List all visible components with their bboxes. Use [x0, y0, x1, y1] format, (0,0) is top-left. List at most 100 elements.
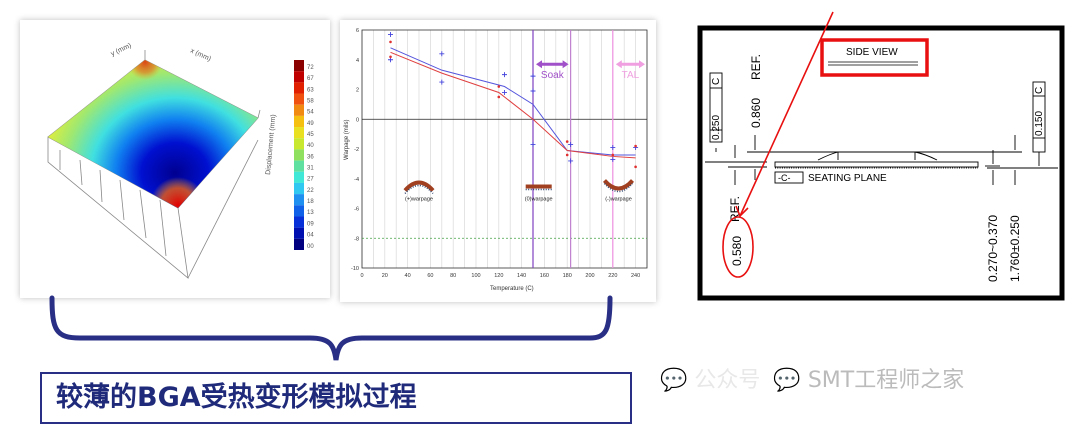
y-tick-label: 0 — [356, 117, 359, 123]
warpage-annotation: (-)warpage — [605, 197, 632, 203]
data-point-blue — [388, 57, 393, 63]
y-tick-label: -6 — [354, 207, 359, 213]
data-point-blue — [610, 145, 616, 151]
axis-z-label: Displacement (mm) — [265, 114, 277, 175]
colorbar-swatch — [294, 227, 304, 239]
x-tick-label: 140 — [517, 273, 526, 279]
data-point-red — [634, 144, 637, 148]
data-point-red — [497, 95, 501, 99]
flatness-value: 0.250 — [711, 115, 722, 140]
dim-highlight-ellipse — [722, 216, 754, 278]
colorbar-tick: 36 — [307, 154, 314, 160]
region-label: Soak — [541, 70, 565, 81]
colorbar-swatch — [294, 182, 304, 195]
y-tick-label: -2 — [354, 147, 359, 153]
colorbar-tick: 18 — [307, 199, 314, 205]
x-tick-label: 120 — [494, 273, 503, 279]
side-view-title: SIDE VIEW — [846, 47, 898, 58]
region-label: TAL — [622, 70, 640, 81]
seating-plane-label: SEATING PLANE — [808, 173, 887, 184]
x-tick-label: 240 — [631, 273, 640, 279]
x-tick-label: 80 — [450, 273, 456, 279]
colorbar-tick: 22 — [307, 188, 314, 194]
data-point-blue — [530, 88, 536, 94]
colorbar: 72 67 63 58 54 49 45 40 36 31 27 22 18 13 09 04 00 — [294, 60, 314, 250]
data-point-red — [565, 140, 569, 143]
y-tick-label: -8 — [354, 236, 359, 242]
colorbar-swatch — [294, 216, 304, 228]
colorbar-swatch — [294, 93, 304, 105]
x-axis-label: Temperature (C) — [490, 286, 534, 292]
data-point-blue — [530, 142, 536, 148]
x-tick-label: 20 — [382, 273, 388, 279]
curly-bracket — [49, 295, 613, 361]
data-point-blue — [568, 142, 574, 148]
colorbar-tick: 27 — [307, 177, 314, 183]
dim-0860: 0.860 — [749, 98, 763, 128]
data-point-red — [389, 55, 392, 59]
datum-c-box: -C- — [778, 173, 791, 183]
data-point-red — [497, 85, 501, 88]
data-point-blue — [530, 73, 536, 79]
red-arrow — [739, 11, 834, 217]
x-tick-label: 200 — [585, 273, 594, 279]
x-tick-label: 220 — [608, 273, 617, 279]
solder-ball-row — [603, 183, 634, 193]
series-line — [390, 51, 636, 159]
ref-label-top: REF. — [749, 54, 763, 80]
surface — [48, 60, 258, 208]
data-point-red — [389, 40, 392, 44]
warpage-annotation: (0)warpage — [525, 197, 553, 203]
wechat-icon: 💬 — [660, 368, 688, 393]
colorbar-tick: 09 — [307, 221, 314, 227]
plot-frame — [361, 29, 648, 269]
solder-ball-row — [404, 184, 434, 194]
warpage-chart-panel: Temperature (C) Warpage (mils) 0 20 40 60 80… — [340, 20, 656, 302]
series-line — [390, 47, 636, 156]
data-point-blue — [610, 156, 616, 162]
x-tick-label: 180 — [563, 273, 572, 279]
colorbar-tick: 49 — [307, 121, 314, 127]
colorbar-swatch — [294, 149, 304, 161]
colorbar-tick: 40 — [307, 143, 314, 149]
colorbar-swatch — [294, 71, 304, 83]
colorbar-swatch — [294, 194, 304, 206]
bga-warpage-icon — [403, 180, 435, 192]
watermark-name: SMT工程师之家 — [807, 368, 965, 393]
colorbar-tick: 13 — [307, 210, 314, 216]
dim-package-height: 1.760±0.250 — [1008, 215, 1022, 282]
surface-plot: y (mm) x (mm) Displacement (mm) 72 67 63 58… — [47, 42, 314, 279]
colorbar-tick: 54 — [307, 110, 314, 116]
colorbar-tick: 00 — [307, 244, 314, 250]
bga-warpage-icon — [602, 179, 635, 191]
watermark: 💬 公众号 💬 SMT工程师之家 — [660, 362, 964, 394]
coplanarity-datum: C — [1034, 87, 1045, 94]
warpage-chart: Temperature (C) Warpage (mils) 0 20 40 60 80… — [344, 28, 648, 292]
data-point-red — [634, 165, 637, 169]
watermark-prefix: 公众号 — [694, 368, 761, 393]
colorbar-swatch — [294, 82, 304, 94]
x-tick-label: 40 — [405, 273, 411, 279]
axis-x-label: x (mm) — [189, 47, 212, 63]
colorbar-tick: 72 — [307, 65, 314, 71]
colorbar-swatch — [294, 138, 304, 150]
caption-box: 较薄的BGA受热变形模拟过程 — [40, 372, 632, 424]
ref-label-bottom: REF. — [728, 196, 742, 222]
data-point-blue — [502, 72, 507, 78]
colorbar-tick: 67 — [307, 76, 314, 82]
wechat-icon: 💬 — [773, 368, 801, 393]
colorbar-swatch — [294, 171, 304, 183]
y-tick-label: -4 — [354, 177, 359, 183]
y-tick-label: 6 — [356, 28, 359, 34]
colorbar-tick: 63 — [307, 87, 314, 93]
colorbar-swatch — [294, 60, 304, 72]
surface-plot-panel: y (mm) x (mm) Displacement (mm) 72 67 63 58… — [20, 20, 330, 298]
x-tick-label: 100 — [471, 273, 480, 279]
x-tick-label: 160 — [540, 273, 549, 279]
colorbar-swatch — [294, 115, 304, 128]
dim-ball-height: 0.270~0.370 — [986, 215, 1000, 282]
arrowhead-icon — [735, 205, 749, 218]
colorbar-swatch — [294, 238, 304, 250]
warpage-annotation: (+)warpage — [405, 197, 433, 203]
colorbar-tick: 58 — [307, 98, 314, 104]
